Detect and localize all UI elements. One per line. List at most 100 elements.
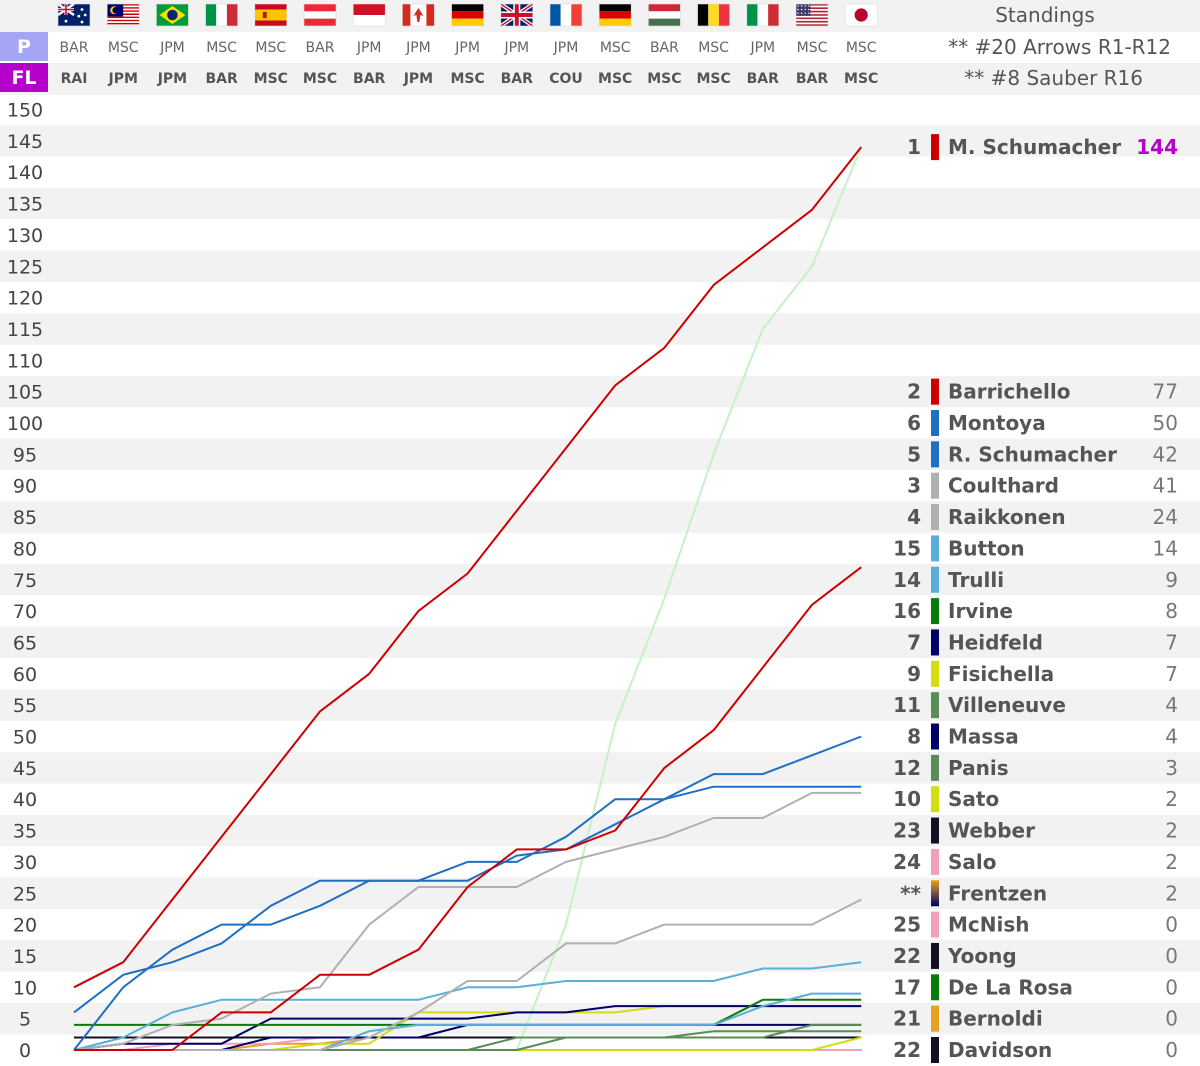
team-color-swatch [931, 378, 939, 405]
driver-points: 42 [1153, 442, 1178, 466]
belgium-flag-icon [697, 3, 730, 27]
y-tick-label: 75 [13, 570, 37, 592]
grid-band [0, 313, 1200, 345]
driver-points: 0 [1165, 975, 1178, 999]
pole-code: MSC [600, 40, 631, 56]
pole-code: JPM [405, 40, 431, 56]
team-color-swatch [931, 692, 939, 719]
driver-points: 3 [1165, 756, 1178, 780]
pole-code: JPM [553, 40, 579, 56]
team-color-swatch [931, 441, 939, 468]
pole-code: BAR [650, 40, 679, 56]
fastest-lap-code: MSC [844, 71, 878, 87]
standings-position: 12 [893, 756, 921, 780]
team-color-swatch [931, 1037, 939, 1063]
y-tick-label: 5 [19, 1009, 31, 1031]
grid-band [0, 689, 1200, 721]
driver-points: 4 [1165, 725, 1178, 749]
y-tick-label: 45 [13, 758, 37, 780]
barrichello-line [74, 566, 862, 1051]
y-tick-label: 100 [7, 413, 43, 435]
standings-entry-yoong: 22 Yoong 0 [893, 942, 1178, 969]
standings-position: 23 [893, 819, 921, 843]
y-tick-label: 20 [13, 915, 37, 937]
pole-code: JPM [454, 40, 480, 56]
driver-name: Bernoldi [948, 1007, 1043, 1031]
driver-name: Yoong [947, 944, 1017, 968]
fastest-lap-code: BAR [205, 71, 238, 87]
driver-points: 0 [1165, 913, 1178, 937]
button-line [73, 961, 862, 1051]
y-tick-label: 35 [13, 821, 37, 843]
fastest-lap-code: JPM [157, 71, 187, 87]
y-tick-label: 40 [13, 789, 37, 811]
driver-points: 0 [1165, 1038, 1178, 1062]
y-tick-label: 145 [7, 131, 43, 153]
grid-band [0, 125, 1200, 157]
y-tick-label: 90 [13, 476, 37, 498]
team-color-swatch [931, 754, 939, 781]
standings-position: 17 [893, 975, 921, 999]
pole-code: MSC [108, 40, 139, 56]
standings-position: 5 [907, 442, 921, 466]
grid-band [0, 375, 1200, 408]
standings-entry-montoya: 6 Montoya 50 [907, 410, 1178, 436]
standings-entry-mcnish: 25 McNish 0 [893, 911, 1178, 938]
driver-points: 14 [1153, 536, 1178, 560]
y-tick-label: 65 [13, 632, 37, 654]
standings-position: 24 [893, 850, 921, 874]
y-tick-label: 70 [13, 601, 37, 623]
standings-position: 1 [907, 135, 921, 159]
italy-flag-icon [746, 3, 780, 27]
standings-position: ** [900, 881, 921, 905]
y-tick-label: 0 [19, 1040, 31, 1062]
pole-code: JPM [159, 40, 185, 56]
team-color-swatch [931, 535, 939, 562]
standings-entry-r-schumacher: 5 R. Schumacher 42 [907, 441, 1178, 468]
team-color-swatch [931, 504, 939, 531]
driver-points: 2 [1165, 819, 1178, 843]
standings-position: 22 [893, 1038, 921, 1062]
y-tick-label: 15 [13, 946, 37, 968]
canada-flag-icon [402, 3, 435, 27]
standings-entry-fisichella: 9 Fisichella 7 [907, 660, 1178, 687]
driver-name: Salo [948, 850, 997, 874]
driver-points: 0 [1165, 1007, 1178, 1031]
standings-entry-massa: 8 Massa 4 [907, 723, 1178, 750]
driver-name: Massa [948, 725, 1019, 749]
y-tick-label: 115 [7, 319, 43, 341]
team-color-swatch [931, 134, 939, 161]
pole-code: BAR [60, 40, 89, 56]
standings-position: 21 [893, 1007, 921, 1031]
driver-points: 7 [1165, 630, 1178, 654]
fastest-lap-code: BAR [501, 71, 534, 87]
montoya-line [73, 735, 862, 1014]
germany-flag-icon [598, 3, 632, 27]
fastest-lap-code: BAR [747, 71, 780, 87]
pole-code: JPM [503, 40, 529, 56]
driver-points: 144 [1136, 135, 1178, 159]
team-color-swatch [931, 911, 939, 938]
standings-position: 3 [907, 474, 921, 498]
italy-flag-icon [205, 3, 238, 27]
band-fl [0, 63, 1200, 95]
driver-name: Barrichello [948, 380, 1070, 404]
team-color-swatch [931, 472, 939, 499]
fastest-lap-row-header [0, 63, 48, 92]
standings-position: 22 [893, 944, 921, 968]
team-color-swatch [931, 786, 939, 813]
pole-code: MSC [797, 40, 828, 56]
driver-points: 8 [1165, 599, 1178, 623]
fastest-lap-code: COU [549, 71, 583, 87]
driver-name: Coulthard [948, 474, 1059, 498]
grid-band [0, 564, 1200, 596]
fastest-lap-code: MSC [254, 71, 288, 87]
y-tick-label: 60 [13, 664, 37, 686]
driver-points: 24 [1153, 505, 1178, 529]
driver-points: 2 [1165, 850, 1178, 874]
driver-name: M. Schumacher [948, 135, 1121, 159]
y-tick-label: 120 [7, 288, 43, 310]
france-flag-icon [549, 3, 583, 27]
standings-position: 8 [907, 725, 921, 749]
standings-entry-trulli: 14 Trulli 9 [893, 566, 1178, 593]
